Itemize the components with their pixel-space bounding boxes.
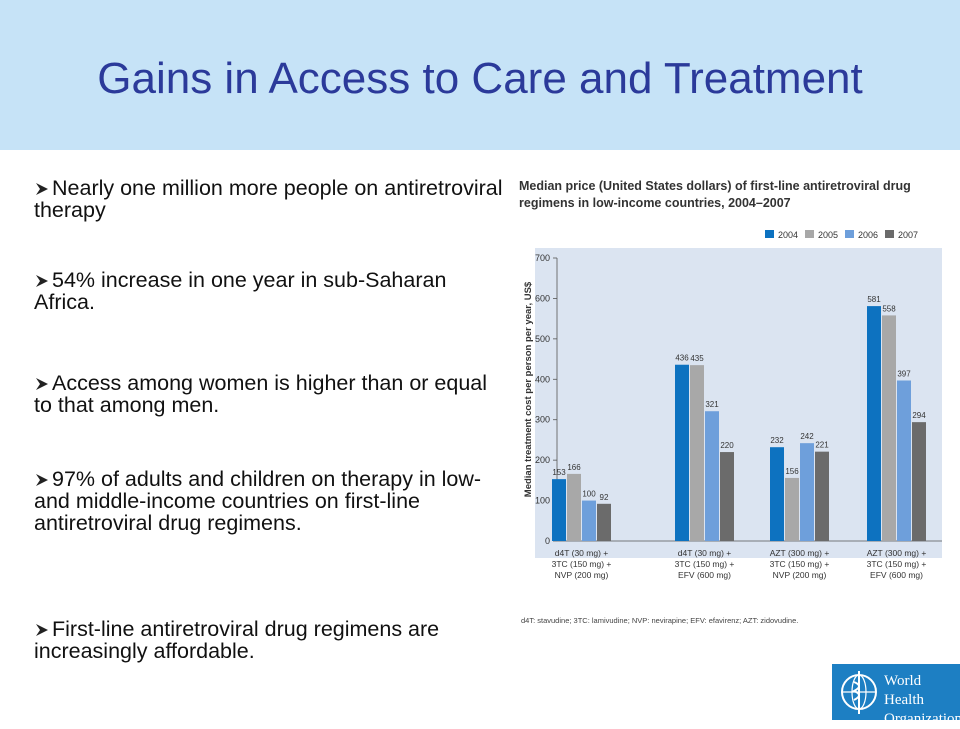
who-logo: World Health Organization	[832, 664, 960, 727]
bar-value-label: 220	[720, 441, 734, 450]
bar-value-label: 92	[600, 493, 609, 502]
legend-label: 2006	[858, 230, 878, 240]
who-emblem-icon	[841, 671, 877, 714]
y-tick-label: 200	[535, 455, 550, 465]
bullet-item: Access among women is higher than or equ…	[34, 372, 504, 416]
legend-swatch	[805, 230, 814, 238]
bar-value-label: 294	[912, 411, 926, 420]
y-axis-label: Median treatment cost per person per yea…	[523, 281, 534, 497]
bar-value-label: 232	[770, 436, 784, 445]
bar	[785, 477, 799, 541]
category-label: AZT (300 mg) +	[770, 548, 830, 558]
arrow-bullet-icon	[36, 378, 48, 390]
bullet-text: Nearly one million more people on antire…	[34, 176, 503, 222]
bar	[912, 422, 926, 541]
bullet-item: First-line antiretroviral drug regimens …	[34, 618, 504, 662]
bar-value-label: 100	[582, 490, 596, 499]
y-tick-label: 100	[535, 496, 550, 506]
category-label: NVP (200 mg)	[773, 570, 827, 580]
bar	[675, 364, 689, 541]
y-tick-label: 600	[535, 293, 550, 303]
bar-value-label: 321	[705, 400, 719, 409]
bar	[882, 315, 896, 541]
bar	[800, 443, 814, 541]
bar-value-label: 558	[882, 304, 896, 313]
bar-value-label: 242	[800, 432, 814, 441]
legend-swatch	[765, 230, 774, 238]
legend-label: 2007	[898, 230, 918, 240]
category-label: EFV (600 mg)	[870, 570, 923, 580]
bar	[690, 365, 704, 541]
bar	[705, 411, 719, 541]
bullet-text: Access among women is higher than or equ…	[34, 371, 488, 417]
bar-value-label: 581	[867, 295, 881, 304]
bullet-item: 54% increase in one year in sub-Saharan …	[34, 269, 504, 313]
bullet-text: First-line antiretroviral drug regimens …	[34, 617, 440, 663]
bar	[597, 503, 611, 541]
y-tick-label: 400	[535, 374, 550, 384]
bar	[720, 452, 734, 541]
category-label: NVP (200 mg)	[555, 570, 609, 580]
category-label: AZT (300 mg) +	[867, 548, 927, 558]
category-label: d4T (30 mg) +	[678, 548, 732, 558]
arrow-bullet-icon	[36, 474, 48, 486]
bar-value-label: 397	[897, 369, 911, 378]
bullet-item: 97% of adults and children on therapy in…	[34, 468, 504, 534]
category-label: 3TC (150 mg) +	[552, 559, 612, 569]
bar-value-label: 166	[567, 463, 581, 472]
chart-footnote: d4T: stavudine; 3TC: lamivudine; NVP: ne…	[521, 616, 798, 625]
bar-value-label: 153	[552, 468, 566, 477]
who-logo-text: World Health Organization	[884, 673, 960, 727]
y-tick-label: 0	[545, 536, 550, 546]
bar	[815, 451, 829, 541]
category-label: 3TC (150 mg) +	[675, 559, 735, 569]
bar	[582, 500, 596, 541]
bar-value-label: 221	[815, 441, 829, 450]
legend-swatch	[845, 230, 854, 238]
bar	[567, 473, 581, 541]
price-chart: Median price (United States dollars) of …	[515, 178, 955, 628]
bar	[552, 479, 566, 541]
bar-value-label: 435	[690, 354, 704, 363]
bar	[897, 380, 911, 541]
legend-swatch	[885, 230, 894, 238]
title-banner: Gains in Access to Care and Treatment	[0, 0, 960, 150]
bar	[867, 306, 881, 541]
legend-label: 2004	[778, 230, 798, 240]
y-tick-label: 300	[535, 415, 550, 425]
bullet-text: 54% increase in one year in sub-Saharan …	[34, 268, 447, 314]
y-tick-label: 700	[535, 253, 550, 263]
category-label: 3TC (150 mg) +	[867, 559, 927, 569]
bar	[770, 447, 784, 541]
arrow-bullet-icon	[36, 183, 48, 195]
bullet-item: Nearly one million more people on antire…	[34, 177, 504, 221]
bar-chart-svg: 2004 2005 2006 2007 0 100 200 300 400 500 600 700 Me…	[521, 230, 942, 625]
chart-title: Median price (United States dollars) of …	[519, 179, 911, 210]
slide-title: Gains in Access to Care and Treatment	[97, 54, 863, 103]
legend-label: 2005	[818, 230, 838, 240]
y-tick-label: 500	[535, 334, 550, 344]
bullet-text: 97% of adults and children on therapy in…	[34, 467, 482, 535]
bar-value-label: 436	[675, 354, 689, 363]
arrow-bullet-icon	[36, 275, 48, 287]
bar-value-label: 156	[785, 467, 799, 476]
category-label: 3TC (150 mg) +	[770, 559, 830, 569]
category-label: d4T (30 mg) +	[555, 548, 609, 558]
category-label: EFV (600 mg)	[678, 570, 731, 580]
arrow-bullet-icon	[36, 624, 48, 636]
